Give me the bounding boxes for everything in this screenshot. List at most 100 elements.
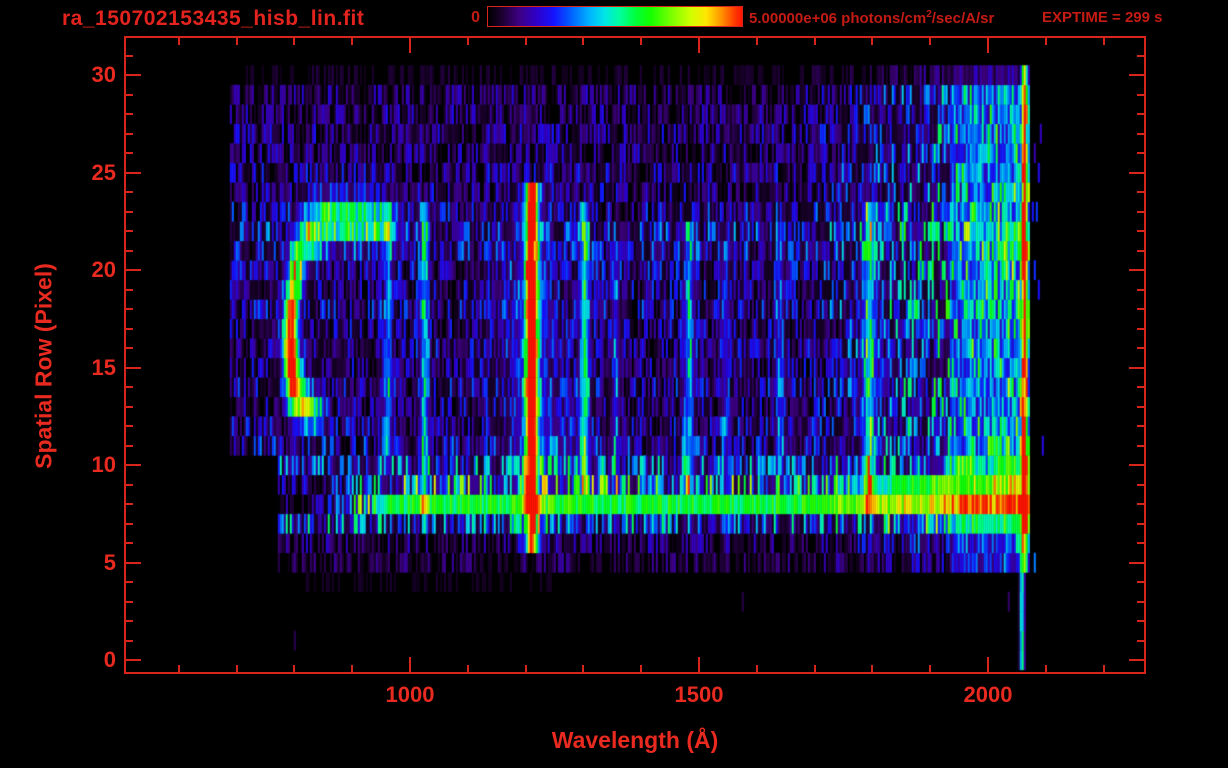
- x-minor-tick-top: [929, 36, 932, 45]
- x-major-tick: [698, 657, 700, 674]
- y-minor-tick-right: [1137, 308, 1146, 310]
- x-minor-tick-top: [582, 36, 585, 45]
- y-minor-tick-right: [1137, 542, 1146, 544]
- y-major-tick-right: [1129, 464, 1146, 466]
- y-major-tick-right: [1129, 74, 1146, 76]
- y-minor-tick-right: [1137, 210, 1146, 213]
- y-tick-label: 30: [91, 62, 116, 87]
- y-minor-tick: [124, 308, 133, 310]
- y-minor-tick-right: [1137, 405, 1146, 408]
- x-tick-label: 2000: [963, 682, 1013, 707]
- y-tick-label: 5: [103, 549, 116, 575]
- x-minor-tick: [813, 665, 816, 674]
- x-minor-tick-top: [293, 36, 296, 45]
- y-minor-tick-right: [1137, 132, 1146, 135]
- y-minor-tick-right: [1137, 503, 1146, 505]
- y-minor-tick: [124, 327, 133, 330]
- x-minor-tick-top: [640, 36, 643, 45]
- y-minor-tick: [124, 347, 133, 349]
- x-major-tick: [987, 657, 989, 674]
- x-minor-tick-top: [466, 36, 469, 45]
- y-minor-tick-right: [1137, 425, 1146, 427]
- spectrogram-heatmap: [124, 36, 1146, 674]
- x-minor-tick: [235, 665, 238, 674]
- y-minor-tick: [124, 132, 133, 135]
- exptime-label: EXPTIME = 299 s: [1042, 9, 1163, 26]
- x-minor-tick: [524, 665, 527, 674]
- y-minor-tick-right: [1137, 522, 1146, 525]
- y-major-tick: [124, 74, 141, 76]
- colorbar-gradient: [487, 6, 743, 27]
- x-tick-label: 1000: [385, 682, 435, 707]
- y-minor-tick-right: [1137, 444, 1146, 447]
- y-major-tick-right: [1129, 561, 1146, 564]
- x-minor-tick-top: [351, 36, 354, 45]
- y-tick-label: 15: [91, 354, 116, 380]
- y-minor-tick-right: [1137, 152, 1146, 154]
- x-minor-tick: [177, 665, 180, 674]
- y-minor-tick-right: [1137, 93, 1146, 96]
- y-minor-tick-right: [1137, 230, 1146, 232]
- y-minor-tick-right: [1137, 113, 1146, 115]
- y-axis-title: Spatial Row (Pixel): [30, 263, 57, 469]
- y-minor-tick: [124, 93, 133, 96]
- y-minor-tick-right: [1137, 54, 1146, 57]
- x-major-tick: [409, 657, 411, 674]
- y-minor-tick: [124, 542, 133, 544]
- y-minor-tick-right: [1137, 620, 1146, 622]
- y-minor-tick: [124, 425, 133, 427]
- y-minor-tick: [124, 288, 133, 291]
- y-minor-tick: [124, 444, 133, 447]
- y-minor-tick: [124, 210, 133, 213]
- y-major-tick: [124, 659, 141, 661]
- x-minor-tick-top: [1102, 36, 1105, 45]
- y-minor-tick: [124, 54, 133, 57]
- file-title: ra_150702153435_hisb_lin.fit: [62, 7, 365, 30]
- y-major-tick: [124, 171, 141, 174]
- x-minor-tick-top: [755, 36, 758, 45]
- y-minor-tick: [124, 581, 133, 583]
- x-minor-tick-top: [1044, 36, 1047, 45]
- y-minor-tick-right: [1137, 249, 1146, 252]
- y-tick-label: 0: [103, 647, 116, 672]
- y-tick-label: 10: [91, 452, 116, 477]
- x-minor-tick-top: [177, 36, 180, 45]
- colorbar-max-units: /sec/A/sr: [931, 10, 995, 27]
- y-minor-tick: [124, 113, 133, 115]
- y-minor-tick-right: [1137, 327, 1146, 330]
- y-minor-tick: [124, 386, 133, 388]
- y-minor-tick: [124, 405, 133, 408]
- colorbar-min-label: 0: [471, 9, 480, 26]
- x-minor-tick-top: [524, 36, 527, 45]
- x-minor-tick: [293, 665, 296, 674]
- y-major-tick-right: [1129, 366, 1146, 369]
- x-major-tick-top: [698, 36, 700, 53]
- x-minor-tick: [582, 665, 585, 674]
- y-minor-tick: [124, 620, 133, 622]
- x-minor-tick-top: [235, 36, 238, 45]
- y-minor-tick-right: [1137, 483, 1146, 486]
- y-minor-tick: [124, 191, 133, 193]
- y-minor-tick-right: [1137, 581, 1146, 583]
- x-major-tick-top: [987, 36, 989, 53]
- y-minor-tick: [124, 503, 133, 505]
- y-minor-tick-right: [1137, 639, 1146, 642]
- x-minor-tick: [466, 665, 469, 674]
- y-tick-label: 25: [91, 159, 116, 185]
- y-minor-tick: [124, 483, 133, 486]
- y-minor-tick-right: [1137, 288, 1146, 291]
- y-major-tick: [124, 561, 141, 564]
- colorbar-max-text: 5.00000e+06 photons/cm: [749, 10, 927, 27]
- y-major-tick-right: [1129, 659, 1146, 661]
- x-minor-tick: [351, 665, 354, 674]
- y-minor-tick-right: [1137, 600, 1146, 603]
- x-axis-title: Wavelength (Å): [551, 727, 719, 753]
- y-minor-tick: [124, 249, 133, 252]
- y-major-tick: [124, 464, 141, 466]
- y-minor-tick: [124, 152, 133, 154]
- x-minor-tick: [929, 665, 932, 674]
- colorbar-max-label: 5.00000e+06 photons/cm2/sec/A/sr: [749, 9, 994, 27]
- y-minor-tick: [124, 522, 133, 525]
- y-major-tick-right: [1129, 171, 1146, 174]
